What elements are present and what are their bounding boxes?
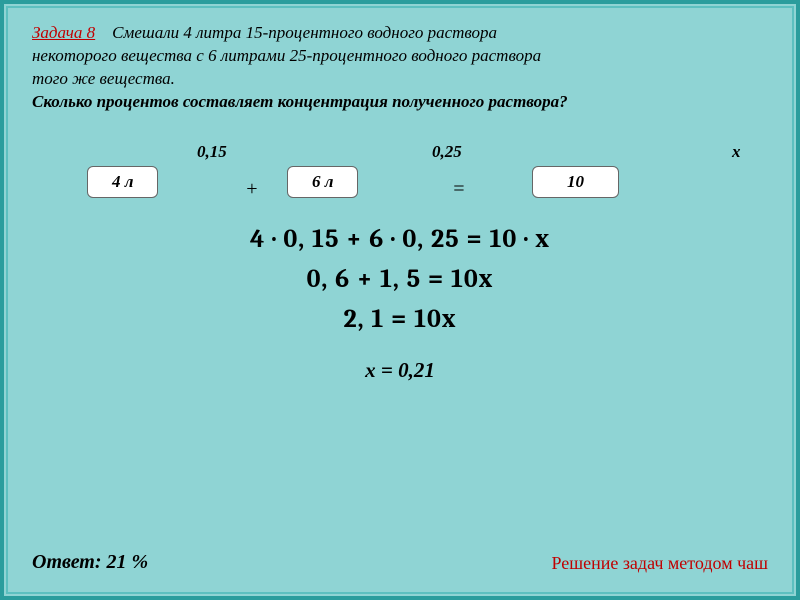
box-2: 6 л — [287, 166, 358, 198]
box-1: 4 л — [87, 166, 158, 198]
answer-label: Ответ: — [32, 551, 107, 573]
problem-statement: Задача 8 Смешали 4 литра 15-процентного … — [32, 22, 768, 114]
coef-1: 0,15 — [197, 142, 227, 162]
plus-op: + — [245, 178, 259, 201]
answer-value: 21 % — [107, 551, 149, 573]
task-label: Задача 8 — [32, 23, 95, 42]
answer: Ответ: 21 % — [32, 551, 148, 574]
equals-op: = — [452, 178, 466, 201]
problem-line3: того же вещества. — [32, 69, 175, 88]
coef-2: 0,25 — [432, 142, 462, 162]
problem-line2: некоторого вещества с 6 литрами 25-проце… — [32, 46, 541, 65]
equation-result: x = 0,21 — [32, 358, 768, 383]
problem-line1: Смешали 4 литра 15-процентного водного р… — [112, 23, 497, 42]
problem-question: Сколько процентов составляет концентраци… — [32, 92, 568, 111]
equation-2: 0, 6 + 1, 5 = 10x — [32, 264, 768, 294]
box-3: 10 — [532, 166, 619, 198]
equation-3: 2, 1 = 10x — [32, 304, 768, 334]
equation-block: 4 · 0, 15 + 6 · 0, 25 = 10 · x 0, 6 + 1,… — [32, 224, 768, 383]
solution-method: Решение задач методом чаш — [551, 553, 768, 574]
coef-x: x — [732, 142, 741, 162]
mixing-diagram: 0,15 4 л + 0,25 6 л = x 10 — [32, 142, 768, 212]
equation-1: 4 · 0, 15 + 6 · 0, 25 = 10 · x — [32, 224, 768, 254]
